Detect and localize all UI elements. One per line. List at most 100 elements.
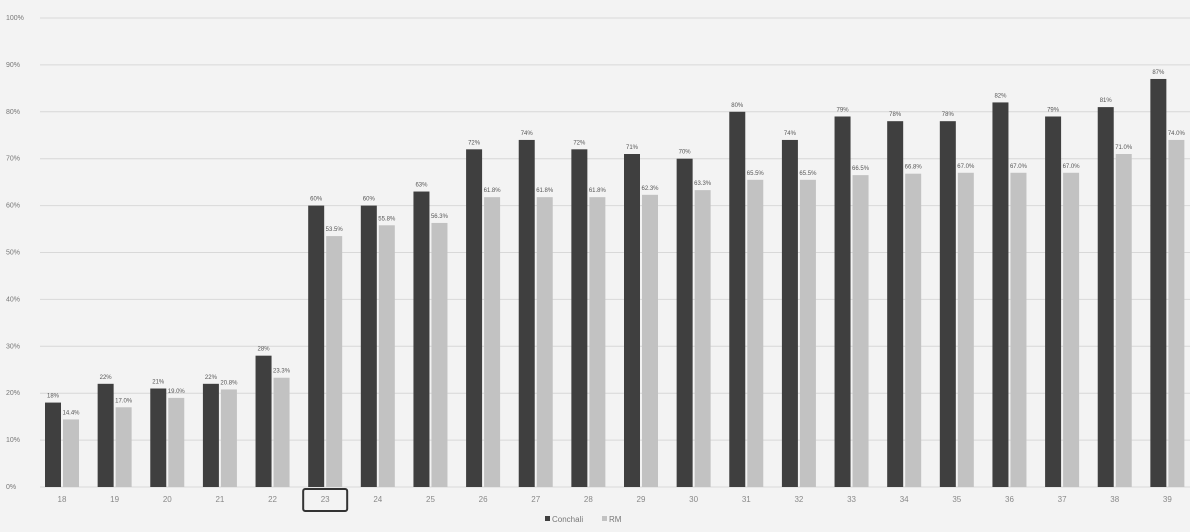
x-tick-label: 26 (479, 495, 488, 504)
bar-rm (642, 194, 658, 488)
data-label: 61.8% (536, 188, 554, 194)
data-label: 70% (679, 150, 692, 156)
bar-rm (589, 197, 606, 487)
data-label: 74% (521, 131, 534, 137)
data-label: 81% (1100, 98, 1113, 104)
y-tick-label: 70% (6, 156, 20, 163)
bar-conchali (413, 191, 430, 487)
data-label: 87% (1152, 70, 1165, 76)
data-label: 23.3% (273, 369, 291, 375)
data-label: 80% (731, 103, 744, 109)
bar-rm (326, 236, 343, 487)
data-label: 79% (1047, 107, 1060, 113)
data-label: 63.3% (694, 181, 712, 187)
bar-conchali (150, 388, 167, 487)
bar-rm (484, 197, 501, 487)
data-label: 56.3% (431, 214, 449, 220)
data-label: 55.8% (378, 216, 396, 222)
bar-rm (852, 175, 869, 488)
x-tick-label: 20 (163, 495, 172, 504)
x-tick-label: 28 (584, 495, 593, 504)
bar-rm (747, 179, 764, 487)
bar-conchali (624, 154, 640, 487)
data-label: 71.0% (1115, 145, 1133, 151)
y-tick-label: 80% (6, 109, 20, 116)
x-tick-label: 21 (215, 495, 224, 504)
legend-label: Conchali (552, 515, 583, 524)
bar-conchali (518, 139, 535, 487)
x-tick-label: 24 (373, 495, 382, 504)
x-tick-label: 23 (321, 495, 330, 504)
bar-rm (957, 172, 974, 487)
bar-conchali (255, 355, 272, 487)
x-tick-label: 19 (110, 495, 119, 504)
legend-marker (545, 516, 550, 521)
data-label: 28% (258, 347, 271, 353)
bar-conchali (676, 158, 693, 487)
x-tick-label: 18 (58, 495, 67, 504)
bar-conchali (571, 149, 588, 487)
x-tick-label: 31 (742, 495, 751, 504)
data-label: 67.0% (1010, 164, 1028, 170)
bar-rm (1063, 172, 1080, 487)
bar-conchali (466, 149, 483, 487)
bar-conchali (308, 205, 325, 487)
data-label: 22% (100, 375, 113, 381)
data-label: 67.0% (957, 164, 975, 170)
data-label: 66.8% (905, 165, 923, 171)
y-tick-label: 30% (6, 343, 20, 350)
data-label: 60% (363, 197, 376, 203)
bar-rm (63, 419, 79, 487)
bar-rm (1010, 172, 1027, 487)
y-tick-label: 0% (6, 484, 16, 491)
bar-rm (220, 389, 237, 487)
data-label: 65.5% (747, 171, 765, 177)
data-label: 74% (784, 131, 797, 137)
bar-conchali (781, 139, 798, 487)
data-label: 19.0% (168, 389, 186, 395)
bar-conchali (1097, 107, 1114, 488)
x-tick-label: 34 (900, 495, 909, 504)
x-tick-label: 30 (689, 495, 698, 504)
data-label: 66.5% (852, 166, 870, 172)
highlight-box (302, 488, 349, 512)
data-label: 61.8% (589, 188, 607, 194)
y-tick-label: 100% (6, 15, 24, 22)
bar-conchali (887, 121, 904, 488)
bar-rm (536, 197, 553, 487)
bar-rm (799, 179, 816, 487)
data-label: 72% (573, 140, 586, 146)
x-tick-label: 25 (426, 495, 435, 504)
y-tick-label: 40% (6, 296, 20, 303)
data-label: 62.3% (641, 186, 659, 192)
bar-rm (378, 225, 395, 487)
data-label: 14.4% (62, 410, 80, 416)
bar-rm (694, 190, 711, 488)
data-label: 82% (994, 93, 1007, 99)
bar-conchali (939, 121, 956, 488)
bar-conchali (45, 402, 61, 487)
x-tick-label: 22 (268, 495, 277, 504)
y-tick-label: 90% (6, 62, 20, 69)
data-label: 71% (626, 145, 639, 151)
data-label: 53.5% (326, 227, 344, 233)
data-label: 21% (152, 380, 165, 386)
x-tick-label: 38 (1110, 495, 1119, 504)
data-label: 60% (310, 197, 323, 203)
legend-marker (602, 516, 607, 521)
bar-conchali (729, 111, 746, 488)
data-label: 18% (47, 394, 60, 400)
bar-rm (431, 222, 448, 487)
data-label: 20.8% (220, 380, 238, 386)
data-label: 78% (889, 112, 902, 118)
y-tick-label: 20% (6, 390, 20, 397)
bar-rm (1115, 154, 1132, 487)
bar-conchali (1045, 116, 1062, 488)
x-tick-label: 39 (1163, 495, 1172, 504)
x-tick-label: 37 (1058, 495, 1067, 504)
bar-conchali (992, 102, 1009, 488)
bar-rm (1168, 139, 1185, 487)
x-tick-label: 35 (952, 495, 961, 504)
bar-rm (115, 407, 132, 487)
